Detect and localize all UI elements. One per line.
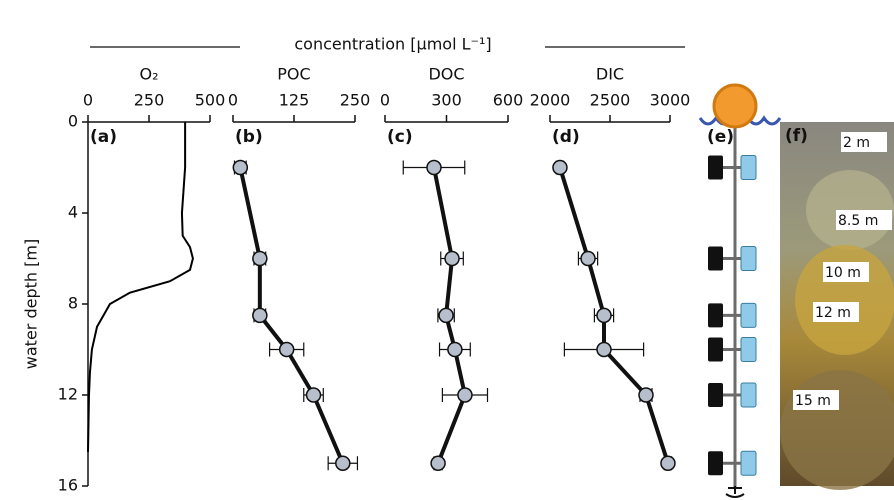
bottle-light: [740, 246, 757, 271]
label-box: [841, 132, 887, 152]
x-tick-label: 2500: [590, 91, 631, 110]
x-tick-label: 600: [493, 91, 524, 110]
point: [552, 159, 568, 176]
panel-title: POC: [277, 65, 310, 84]
point: [596, 341, 612, 358]
x-tick-label: 250: [340, 91, 371, 110]
point: [252, 250, 268, 267]
bottle-label: 12 m: [815, 305, 851, 321]
point: [580, 250, 596, 267]
bottle: [795, 245, 894, 355]
bottle-dark: [708, 246, 723, 271]
panel-label: (f): [785, 126, 808, 146]
y-tick-label: 4: [68, 203, 78, 222]
point: [447, 341, 463, 358]
bottle-light: [740, 382, 757, 408]
bottle-dark: [708, 155, 723, 180]
panel-title: DOC: [428, 65, 464, 84]
mooring: [698, 83, 782, 498]
x-tick-label: 300: [431, 91, 462, 110]
x-tick-label: 500: [195, 91, 226, 110]
bottle-light: [740, 302, 757, 328]
point: [430, 455, 446, 471]
label-box: [836, 210, 892, 230]
bottle-label: 10 m: [825, 265, 861, 281]
point: [457, 387, 473, 403]
bottle-light: [740, 155, 757, 180]
panel-title: DIC: [596, 65, 624, 84]
y-tick-label: 16: [58, 476, 78, 495]
point: [660, 455, 676, 471]
y-tick-label: 0: [68, 112, 78, 131]
panel-label: (e): [707, 127, 734, 147]
point: [426, 159, 442, 176]
point: [444, 250, 460, 267]
point: [278, 341, 295, 358]
profile-line: [558, 166, 670, 464]
bottle-light: [740, 337, 757, 362]
bottle-light: [740, 450, 757, 476]
bottle-dark: [708, 303, 723, 328]
point: [252, 307, 268, 324]
panel-label: (b): [235, 127, 263, 147]
x-tick-label: 250: [134, 91, 165, 110]
x-tick-label: 0: [380, 91, 390, 110]
y-tick-label: 12: [58, 385, 78, 404]
panel-label: (d): [552, 127, 580, 147]
point: [335, 455, 351, 471]
point: [638, 387, 654, 403]
panel-label: (a): [90, 127, 117, 147]
y-axis-label: water depth [m]: [22, 239, 41, 369]
point: [305, 387, 322, 403]
point: [232, 159, 249, 176]
profile-line: [432, 167, 468, 464]
label-box: [813, 302, 859, 322]
point: [438, 307, 454, 324]
bottle-label: 2 m: [843, 135, 870, 151]
x-tick-label: 0: [83, 91, 93, 110]
bottle-label: 15 m: [795, 393, 831, 409]
y-tick-label: 8: [68, 294, 78, 313]
x-tick-label: 125: [279, 91, 310, 110]
point: [596, 307, 612, 324]
profile-line: [238, 167, 345, 465]
panel-title: O₂: [139, 65, 158, 84]
profile-line: [87, 122, 194, 452]
super-title: concentration [μmol L⁻¹]: [294, 35, 491, 54]
bottle-label: 8.5 m: [838, 213, 878, 229]
bottle-dark: [708, 451, 723, 476]
x-tick-label: 2000: [530, 91, 571, 110]
bottle-dark: [708, 337, 723, 362]
panel-label: (c): [387, 127, 413, 147]
label-box: [823, 262, 869, 282]
x-tick-label: 0: [228, 91, 238, 110]
bottle-dark: [708, 383, 723, 407]
photo-labels: 2 m 8.5 m 10 m 12 m 15 m: [793, 132, 892, 410]
label-box: [793, 390, 839, 410]
x-tick-label: 3000: [650, 91, 691, 110]
